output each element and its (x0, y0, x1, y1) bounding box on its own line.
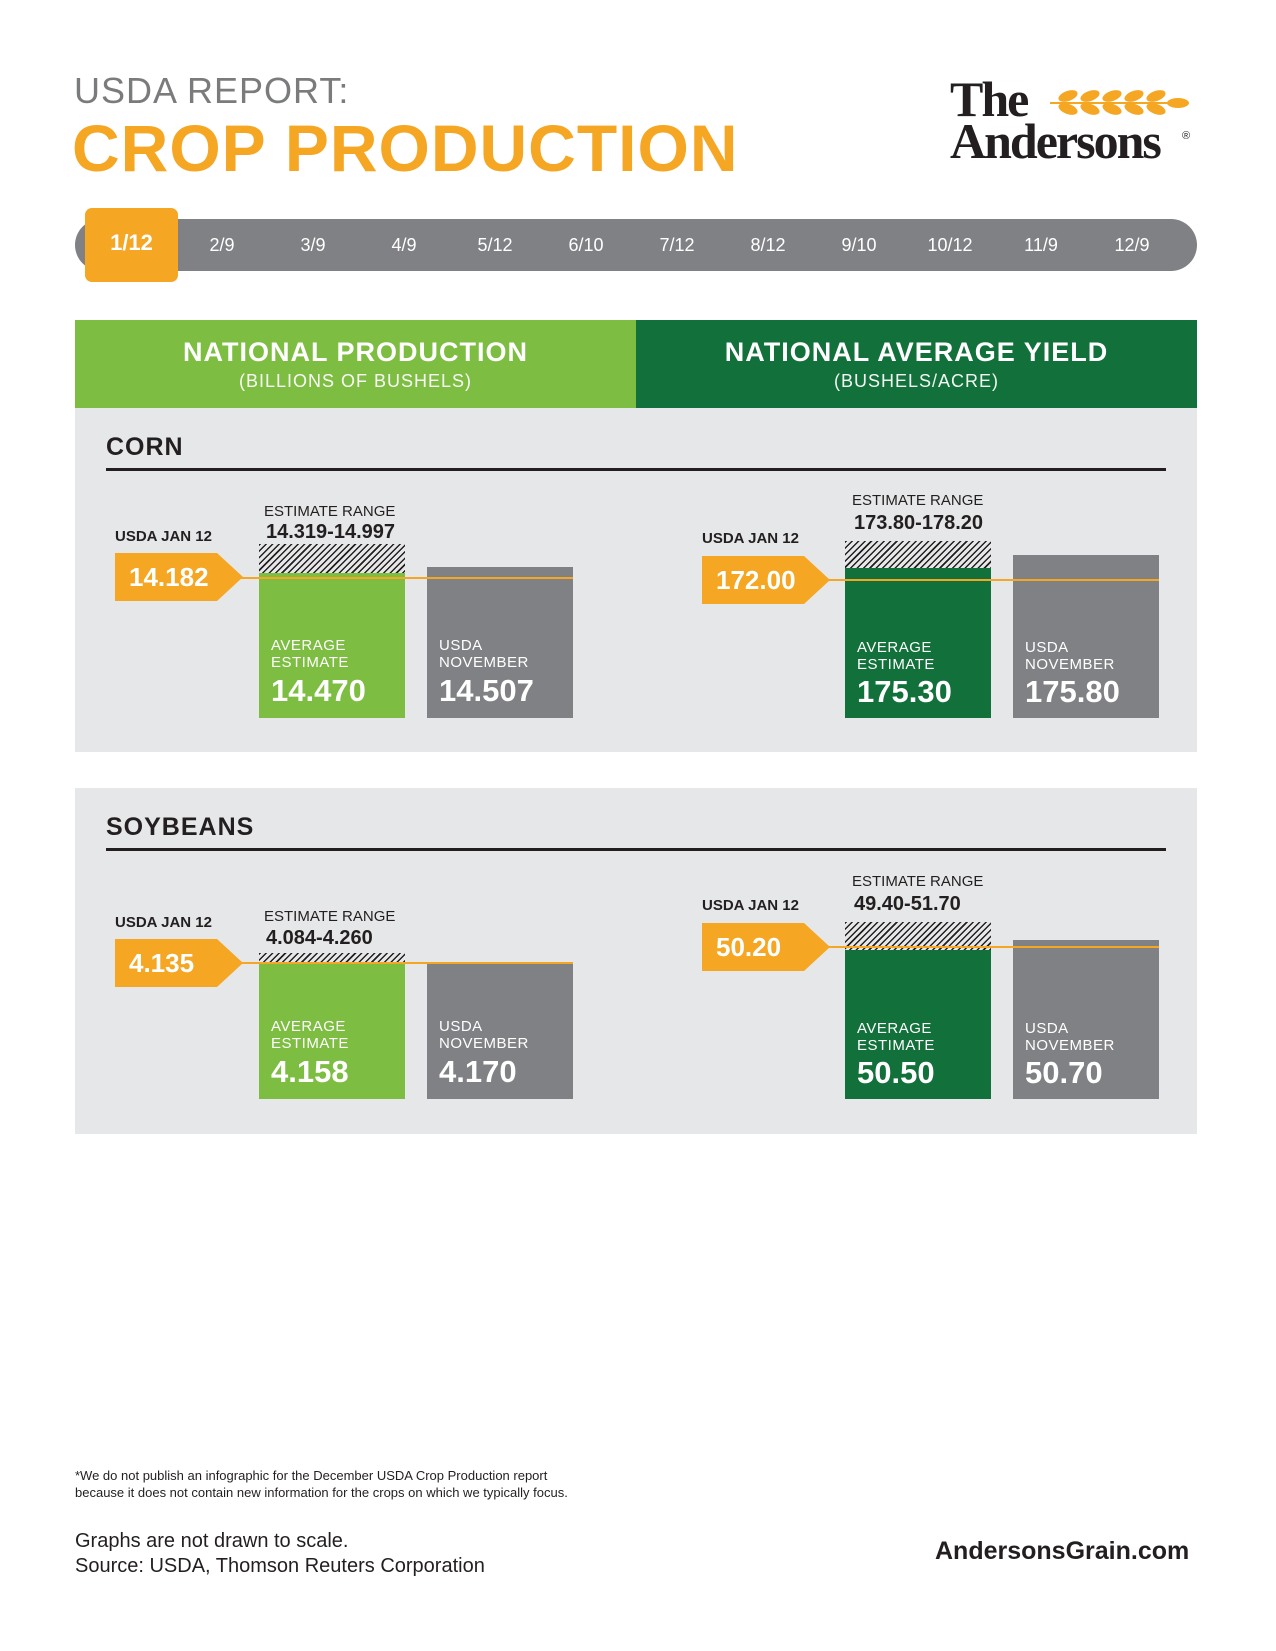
yield-title: NATIONAL AVERAGE YIELD (724, 337, 1109, 367)
corn-rule (106, 468, 1166, 471)
avg-caption-1: AVERAGE (271, 637, 346, 654)
avg-caption-2: ESTIMATE (857, 656, 935, 673)
soy-yield-nov-bar: USDA NOVEMBER 50.70 (1013, 940, 1159, 1099)
soybeans-title: SOYBEANS (106, 813, 255, 841)
andersons-logo: The Andersons ® (950, 74, 1195, 169)
wheat-icon (1050, 90, 1189, 115)
soy-prod-usda-label: USDA JAN 12 (115, 914, 212, 931)
report-eyebrow: USDA REPORT: (74, 70, 350, 111)
soy-yield-range-hatch (845, 922, 991, 950)
avg-caption-2: ESTIMATE (271, 1035, 349, 1052)
source-notes: Graphs are not drawn to scale. Source: U… (75, 1529, 485, 1579)
corn-yield-avg-value: 175.30 (857, 674, 952, 709)
soy-yield-nov-value: 50.70 (1025, 1055, 1103, 1090)
soy-prod-nov-bar: USDA NOVEMBER 4.170 (427, 962, 573, 1099)
soy-yield-range-value: 49.40-51.70 (854, 893, 961, 915)
corn-yield-nov-bar: USDA NOVEMBER 175.80 (1013, 555, 1159, 718)
nov-caption-2: NOVEMBER (439, 654, 529, 671)
logo-text-andersons: Andersons (950, 113, 1162, 169)
corn-prod-nov-value: 14.507 (439, 673, 534, 708)
yield-header: NATIONAL AVERAGE YIELD (BUSHELS/ACRE) (636, 320, 1197, 408)
avg-caption-1: AVERAGE (857, 1020, 932, 1037)
corn-yield-range-label: ESTIMATE RANGE (852, 492, 984, 509)
soy-yield-usda-arrow: 50.20 (702, 923, 830, 971)
soy-yield-usda-label: USDA JAN 12 (702, 897, 799, 914)
soy-prod-range-value: 4.084-4.260 (266, 927, 373, 949)
nov-caption-1: USDA (1025, 639, 1069, 656)
logo-text-the: The (950, 71, 1029, 127)
soy-prod-usda-arrow: 4.135 (115, 939, 243, 987)
avg-caption-2: ESTIMATE (271, 654, 349, 671)
avg-caption-2: ESTIMATE (857, 1037, 935, 1054)
nov-caption-1: USDA (439, 1018, 483, 1035)
corn-prod-avg-value: 14.470 (271, 673, 366, 708)
corn-prod-usda-arrow: 14.182 (115, 553, 243, 601)
timeline-item-sep10[interactable]: 9/10 (841, 235, 877, 255)
report-timeline (75, 219, 1197, 271)
corn-prod-usda-line (240, 577, 573, 579)
avg-caption-1: AVERAGE (271, 1018, 346, 1035)
corn-yield-avg-bar: AVERAGE ESTIMATE 175.30 (845, 568, 991, 718)
avg-caption-1: AVERAGE (857, 639, 932, 656)
soy-prod-usda-line (240, 962, 573, 964)
soy-prod-range-hatch (259, 953, 405, 963)
soy-prod-avg-bar: AVERAGE ESTIMATE 4.158 (259, 963, 405, 1099)
corn-yield-usda-line (827, 579, 1159, 581)
timeline-item-apr9[interactable]: 4/9 (391, 235, 417, 255)
timeline-item-mar9[interactable]: 3/9 (300, 235, 326, 255)
nov-caption-2: NOVEMBER (439, 1035, 529, 1052)
footnote: *We do not publish an infographic for th… (75, 1467, 568, 1501)
timeline-item-dec9[interactable]: 12/9 (1114, 235, 1150, 255)
soy-prod-avg-value: 4.158 (271, 1054, 349, 1089)
soy-yield-usda-line (827, 946, 1159, 948)
scale-note: Graphs are not drawn to scale. (75, 1530, 349, 1552)
nov-caption-2: NOVEMBER (1025, 1037, 1115, 1054)
footnote-line-1: *We do not publish an infographic for th… (75, 1468, 548, 1483)
soybeans-rule (106, 848, 1166, 851)
timeline-item-aug12[interactable]: 8/12 (750, 235, 786, 255)
soy-prod-range-label: ESTIMATE RANGE (264, 908, 396, 925)
timeline-item-jan12[interactable]: 1/12 (85, 208, 178, 282)
soy-yield-avg-bar: AVERAGE ESTIMATE 50.50 (845, 950, 991, 1099)
corn-prod-range-value: 14.319-14.997 (266, 521, 396, 543)
corn-prod-avg-bar: AVERAGE ESTIMATE 14.470 (259, 573, 405, 718)
timeline-item-jul12[interactable]: 7/12 (659, 235, 695, 255)
timeline-item-jun10[interactable]: 6/10 (568, 235, 604, 255)
soy-yield-range-label: ESTIMATE RANGE (852, 873, 984, 890)
source-line: Source: USDA, Thomson Reuters Corporatio… (75, 1555, 485, 1577)
timeline-item-feb9[interactable]: 2/9 (209, 235, 235, 255)
corn-yield-range-value: 173.80-178.20 (854, 512, 984, 534)
logo-registered-mark: ® (1182, 130, 1191, 142)
corn-prod-range-hatch (259, 544, 405, 573)
nov-caption-1: USDA (439, 637, 483, 654)
production-header: NATIONAL PRODUCTION (BILLIONS OF BUSHELS… (75, 320, 636, 408)
corn-yield-nov-value: 175.80 (1025, 674, 1120, 709)
nov-caption-1: USDA (1025, 1020, 1069, 1037)
soy-prod-nov-value: 4.170 (439, 1054, 517, 1089)
corn-prod-usda-label: USDA JAN 12 (115, 528, 212, 545)
corn-title: CORN (106, 433, 184, 461)
corn-yield-usda-label: USDA JAN 12 (702, 530, 799, 547)
timeline-item-nov9[interactable]: 11/9 (1024, 235, 1058, 255)
nov-caption-2: NOVEMBER (1025, 656, 1115, 673)
corn-prod-nov-bar: USDA NOVEMBER 14.507 (427, 567, 573, 718)
timeline-item-may12[interactable]: 5/12 (477, 235, 513, 255)
corn-yield-range-hatch (845, 541, 991, 568)
production-title: NATIONAL PRODUCTION (183, 337, 528, 367)
page-title: CROP PRODUCTION (72, 111, 739, 185)
yield-subtitle: (BUSHELS/ACRE) (833, 371, 1000, 391)
website-link[interactable]: AndersonsGrain.com (935, 1537, 1190, 1565)
soy-yield-avg-value: 50.50 (857, 1055, 935, 1090)
timeline-item-oct12[interactable]: 10/12 (927, 235, 973, 255)
corn-yield-usda-arrow: 172.00 (702, 556, 830, 604)
footnote-line-2: because it does not contain new informat… (75, 1485, 568, 1500)
corn-prod-range-label: ESTIMATE RANGE (264, 503, 396, 520)
production-subtitle: (BILLIONS OF BUSHELS) (238, 371, 473, 391)
